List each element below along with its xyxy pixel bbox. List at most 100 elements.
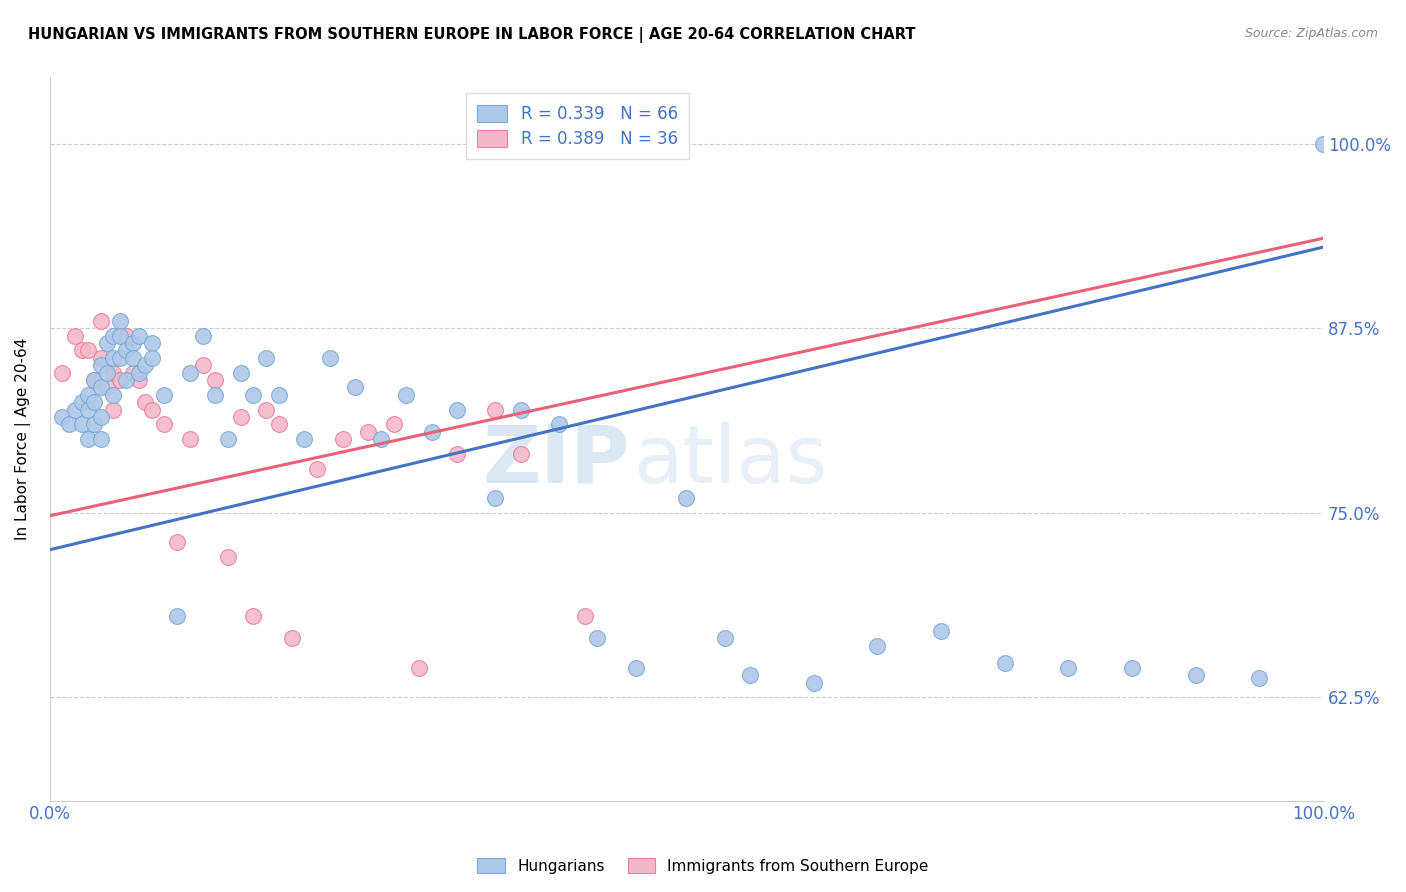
- Point: [740, 668, 762, 682]
- Point: [103, 366, 125, 380]
- Point: [357, 425, 380, 439]
- Point: [121, 366, 143, 380]
- Point: [108, 314, 131, 328]
- Point: [141, 402, 163, 417]
- Point: [128, 373, 150, 387]
- Point: [420, 425, 443, 439]
- Point: [70, 417, 93, 432]
- Point: [90, 351, 112, 365]
- Point: [128, 328, 150, 343]
- Point: [280, 632, 302, 646]
- Point: [191, 328, 214, 343]
- Point: [90, 432, 112, 446]
- Point: [217, 550, 239, 565]
- Point: [141, 351, 163, 365]
- Point: [63, 402, 86, 417]
- Point: [51, 366, 73, 380]
- Point: [115, 343, 138, 358]
- Point: [446, 447, 468, 461]
- Point: [319, 351, 342, 365]
- Point: [344, 380, 367, 394]
- Point: [103, 402, 125, 417]
- Point: [1184, 668, 1206, 682]
- Point: [803, 675, 825, 690]
- Point: [548, 417, 571, 432]
- Point: [294, 432, 316, 446]
- Point: [484, 402, 506, 417]
- Point: [217, 432, 239, 446]
- Point: [574, 609, 596, 624]
- Point: [204, 373, 226, 387]
- Point: [254, 351, 277, 365]
- Legend: R = 0.339   N = 66, R = 0.389   N = 36: R = 0.339 N = 66, R = 0.389 N = 36: [465, 93, 689, 160]
- Point: [83, 373, 105, 387]
- Point: [83, 395, 105, 409]
- Point: [307, 461, 329, 475]
- Point: [204, 388, 226, 402]
- Point: [1312, 136, 1334, 151]
- Point: [408, 661, 430, 675]
- Point: [229, 366, 252, 380]
- Point: [115, 373, 138, 387]
- Point: [77, 402, 100, 417]
- Text: atlas: atlas: [633, 422, 827, 500]
- Point: [332, 432, 354, 446]
- Point: [134, 358, 156, 372]
- Point: [929, 624, 952, 638]
- Point: [90, 380, 112, 394]
- Point: [1121, 661, 1143, 675]
- Point: [121, 336, 143, 351]
- Point: [90, 409, 112, 424]
- Point: [103, 388, 125, 402]
- Point: [70, 395, 93, 409]
- Point: [509, 447, 531, 461]
- Point: [153, 417, 176, 432]
- Point: [179, 432, 201, 446]
- Point: [134, 395, 156, 409]
- Point: [153, 388, 176, 402]
- Text: Source: ZipAtlas.com: Source: ZipAtlas.com: [1244, 27, 1378, 40]
- Point: [51, 409, 73, 424]
- Point: [115, 328, 138, 343]
- Point: [509, 402, 531, 417]
- Point: [242, 388, 264, 402]
- Point: [77, 343, 100, 358]
- Point: [446, 402, 468, 417]
- Point: [83, 373, 105, 387]
- Point: [484, 491, 506, 505]
- Point: [166, 609, 188, 624]
- Point: [229, 409, 252, 424]
- Point: [382, 417, 405, 432]
- Point: [267, 417, 290, 432]
- Point: [242, 609, 264, 624]
- Point: [58, 417, 80, 432]
- Legend: Hungarians, Immigrants from Southern Europe: Hungarians, Immigrants from Southern Eur…: [471, 852, 935, 880]
- Point: [77, 388, 100, 402]
- Point: [624, 661, 647, 675]
- Text: ZIP: ZIP: [482, 422, 628, 500]
- Point: [121, 351, 143, 365]
- Point: [675, 491, 697, 505]
- Point: [141, 336, 163, 351]
- Point: [108, 351, 131, 365]
- Point: [96, 380, 118, 394]
- Point: [103, 351, 125, 365]
- Point: [96, 336, 118, 351]
- Point: [994, 657, 1017, 671]
- Point: [1249, 671, 1271, 685]
- Point: [108, 328, 131, 343]
- Point: [103, 328, 125, 343]
- Point: [713, 632, 735, 646]
- Point: [70, 343, 93, 358]
- Point: [586, 632, 609, 646]
- Point: [63, 328, 86, 343]
- Point: [128, 366, 150, 380]
- Point: [254, 402, 277, 417]
- Point: [83, 417, 105, 432]
- Point: [108, 373, 131, 387]
- Point: [191, 358, 214, 372]
- Point: [166, 535, 188, 549]
- Y-axis label: In Labor Force | Age 20-64: In Labor Force | Age 20-64: [15, 338, 31, 541]
- Point: [370, 432, 392, 446]
- Point: [90, 314, 112, 328]
